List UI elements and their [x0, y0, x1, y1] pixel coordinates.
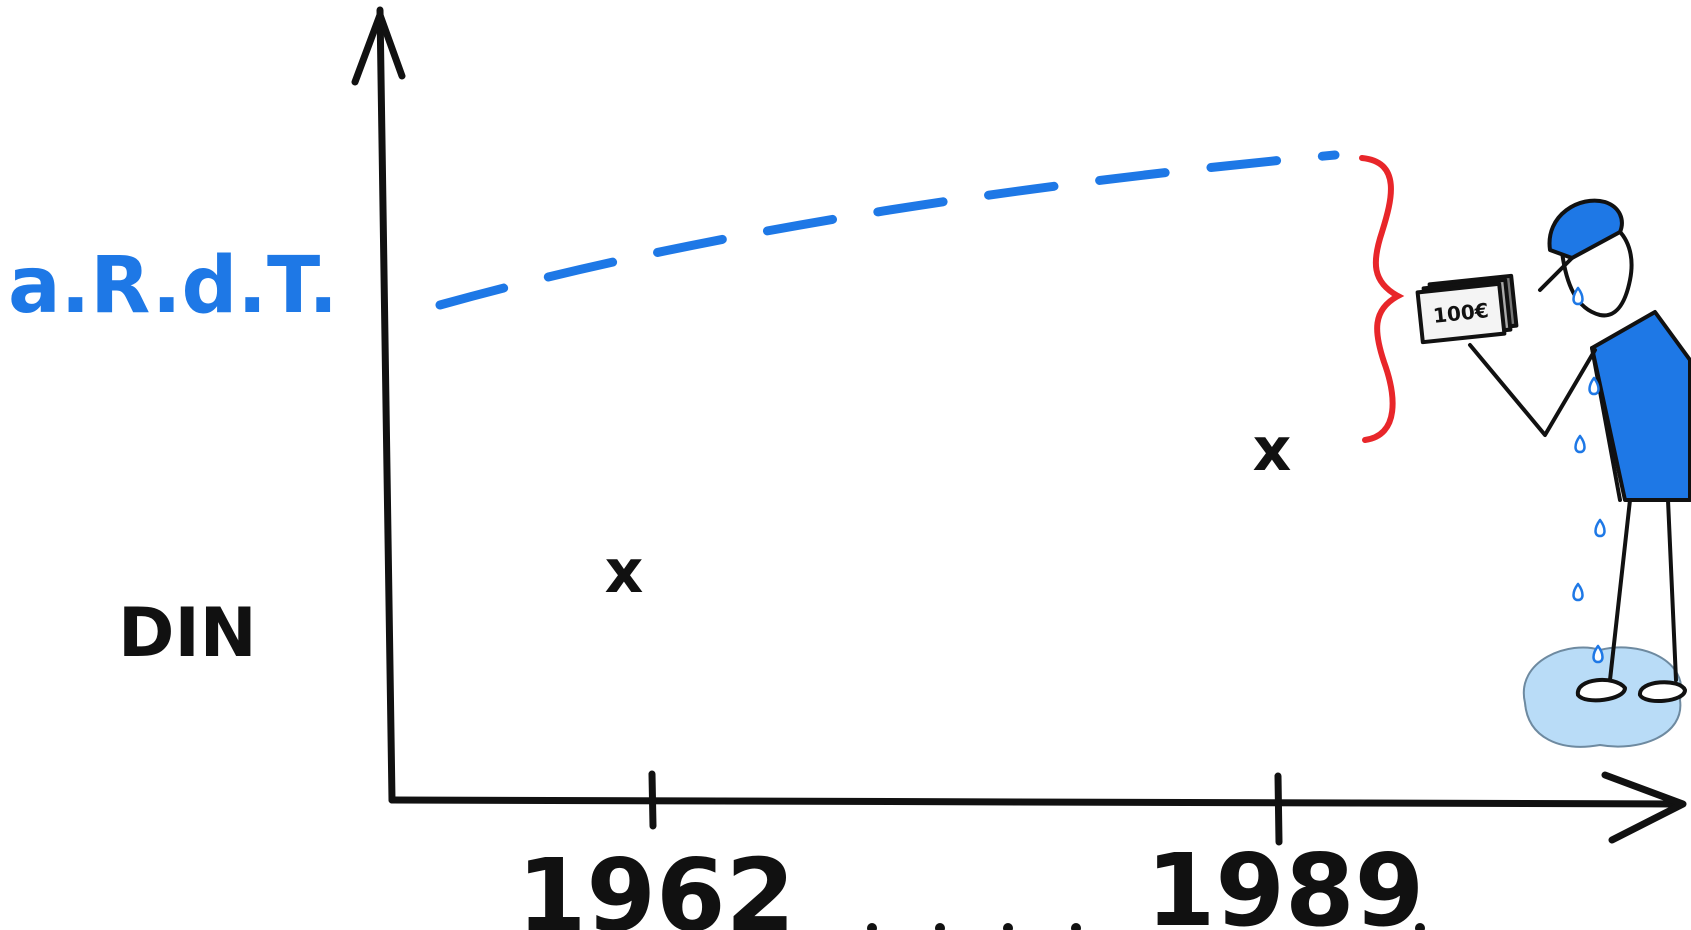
y-axis: [351, 6, 406, 804]
arm: [1468, 343, 1597, 437]
leg-right: [1666, 498, 1678, 682]
banknote-label: 100€: [1432, 298, 1490, 328]
foot-right: [1638, 680, 1687, 703]
y-axis-arrowhead: [351, 11, 406, 86]
x-label-1962: 1962: [517, 837, 795, 930]
crying-person-illustration: 100€: [1415, 198, 1691, 748]
foot-left: [1576, 677, 1627, 703]
x-tick-1962: [648, 770, 657, 830]
label-din: DIN: [118, 594, 257, 673]
cap-visor: [1538, 256, 1574, 292]
point-1989: x: [1253, 415, 1292, 485]
x-label-1989: 1989: [1146, 832, 1424, 930]
blue-dashed-line: [435, 150, 1340, 310]
red-brace: [1359, 155, 1405, 443]
label-ardt: a.R.d.T.: [8, 241, 338, 331]
banknote-stack: [1415, 273, 1519, 345]
x-axis-line: [388, 796, 1684, 808]
axis-dots: [867, 923, 1425, 930]
cap: [1547, 198, 1624, 260]
x-axis: [388, 770, 1687, 846]
x-axis-arrowhead: [1601, 771, 1687, 844]
point-1962: x: [605, 537, 644, 607]
leg-left: [1608, 498, 1632, 682]
y-axis-line: [376, 6, 396, 804]
x-tick-1989: [1274, 772, 1283, 846]
torso-outline: [1590, 346, 1622, 502]
tear-drops: [1572, 286, 1606, 664]
torso: [1590, 310, 1691, 502]
